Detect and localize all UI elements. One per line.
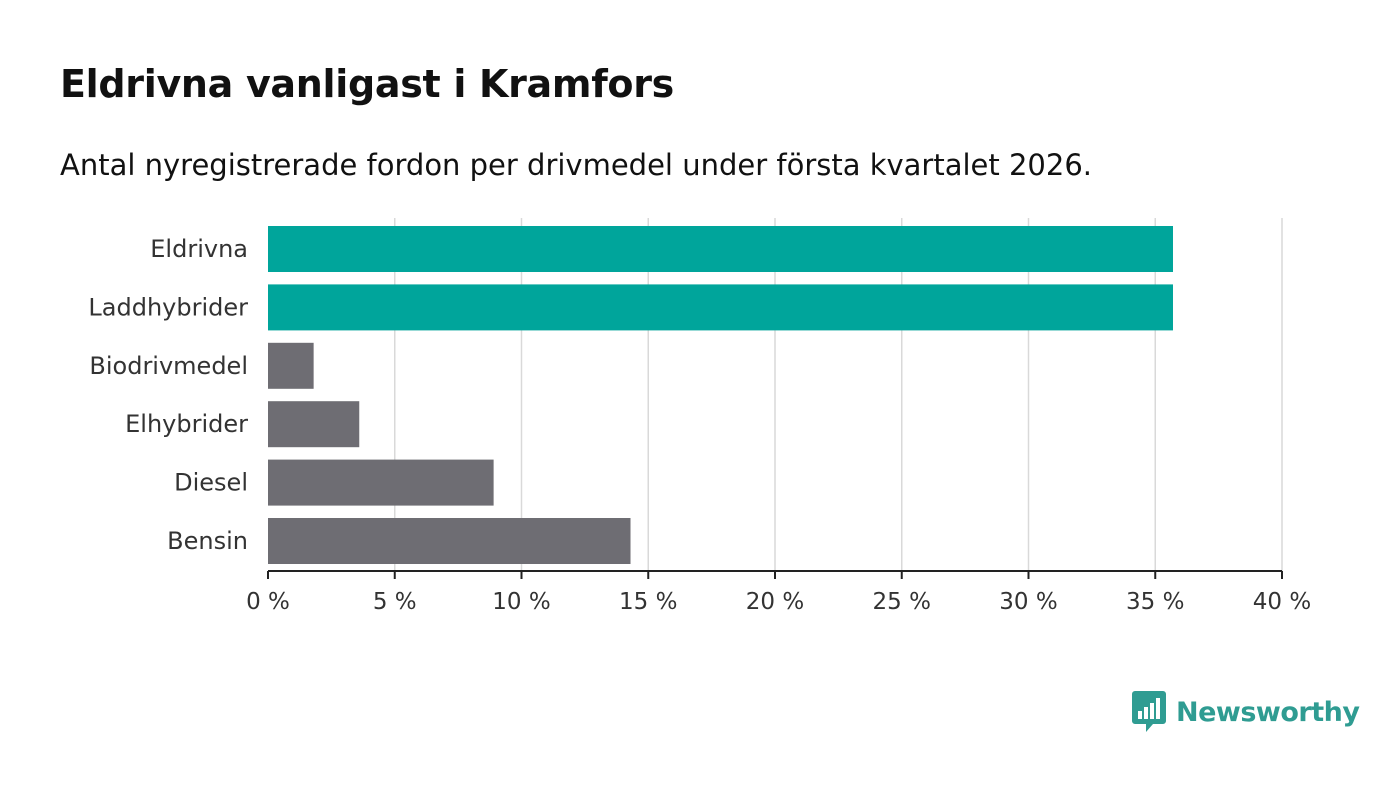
category-label: Laddhybrider [88,293,248,321]
chart-title: Eldrivna vanligast i Kramfors [60,62,674,106]
x-axis: 0 % 5 % 10 % 15 % 20 % 25 % 30 % 35 % 40 % [246,570,1311,615]
category-label: Eldrivna [150,235,248,263]
bar-eldrivna [268,226,1173,272]
x-tick-label: 35 % [1126,589,1184,615]
newsworthy-logo-icon [1132,691,1166,732]
x-tick-label: 30 % [999,589,1057,615]
x-tick-label: 5 % [373,589,417,615]
bar-bensin [268,518,631,564]
x-tick-label: 25 % [873,589,931,615]
bar-elhybrider [268,401,360,448]
category-labels: Eldrivna Laddhybrider Biodrivmedel Elhybrid… [88,235,248,555]
chart-subtitle: Antal nyregistrerade fordon per drivmede… [60,148,1093,182]
bars [268,226,1173,564]
category-label: Biodrivmedel [89,352,248,380]
x-tick-label: 10 % [492,589,550,615]
x-tick-label: 20 % [746,589,804,615]
x-tick-label: 15 % [619,589,677,615]
bar-biodrivmedel [268,342,314,389]
category-label: Elhybrider [125,410,248,438]
grid-lines [394,218,1283,571]
bar-diesel [268,459,494,506]
x-tick-label: 0 % [246,589,290,615]
x-tick-label: 40 % [1253,589,1311,615]
bar-laddhybrider [268,284,1173,331]
category-label: Diesel [174,469,248,497]
newsworthy-logo-text: Newsworthy [1176,696,1360,728]
newsworthy-logo: Newsworthy [1132,690,1360,734]
bar-chart: 0 % 5 % 10 % 15 % 20 % 25 % 30 % 35 % 40 % Eldri… [88,218,1311,615]
category-label: Bensin [167,527,248,555]
